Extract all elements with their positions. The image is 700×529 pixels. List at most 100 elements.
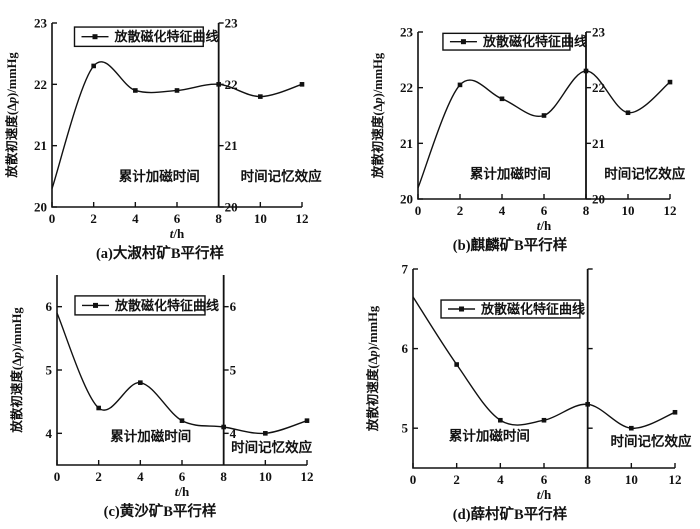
legend-marker-icon	[460, 39, 466, 45]
y-tick-label: 6	[402, 341, 409, 356]
divider-tick-label: 21	[592, 136, 605, 151]
x-tick-label: 10	[622, 203, 635, 218]
x-tick-label: 0	[410, 472, 417, 487]
data-point-marker	[625, 110, 631, 116]
annotation-left: 累计加磁时间	[449, 428, 530, 444]
legend-marker-icon	[459, 306, 465, 312]
y-tick-label: 21	[34, 138, 47, 153]
legend-label: 放散磁化特征曲线	[114, 298, 219, 313]
x-tick-label: 10	[259, 469, 272, 484]
x-tick-label: 0	[54, 469, 61, 484]
y-tick-label: 6	[46, 299, 53, 314]
x-tick-label: 4	[497, 472, 504, 487]
data-point-marker	[304, 418, 310, 423]
divider-tick-label: 5	[230, 363, 237, 378]
annotation-left: 累计加磁时间	[119, 168, 200, 184]
data-point-marker	[457, 82, 463, 88]
data-point-marker	[672, 409, 678, 415]
x-axis-label: t/h	[537, 218, 552, 233]
data-point-marker	[138, 380, 143, 385]
legend-box	[74, 295, 206, 316]
y-tick-label: 4	[46, 426, 53, 441]
data-point-marker	[216, 82, 221, 87]
x-tick-label: 2	[457, 203, 464, 218]
y-tick-label: 23	[400, 25, 414, 40]
x-tick-label: 2	[453, 472, 460, 487]
panel-caption: (c)黄沙矿B平行样	[104, 502, 217, 520]
data-point-marker	[221, 424, 226, 430]
chart-panel-a: 202122230 2 4 6 8 10 1223222120放散磁化特征曲线累计加磁时间时…	[4, 16, 322, 263]
divider-tick-label: 20	[592, 192, 605, 207]
x-tick-label: 12	[296, 211, 309, 226]
data-point-marker	[174, 88, 180, 93]
data-point-marker	[585, 402, 590, 407]
divider-tick-label: 23	[592, 25, 606, 40]
y-tick-label: 5	[46, 363, 53, 378]
y-tick-label: 23	[34, 16, 48, 31]
legend-marker-icon	[92, 34, 98, 40]
legend-box	[442, 32, 571, 51]
divider-tick-label: 4	[230, 426, 237, 441]
x-tick-label: 10	[625, 472, 638, 487]
data-point-marker	[454, 362, 459, 367]
annotation-right: 时间记忆效应	[231, 439, 312, 455]
series-curve	[56, 312, 308, 435]
x-tick-label: 2	[95, 469, 102, 484]
x-tick-label: 8	[583, 203, 590, 218]
data-point-marker	[91, 63, 96, 69]
x-tick-label: 0	[415, 203, 422, 218]
panel-caption: (b)麒麟矿B平行样	[453, 236, 568, 254]
x-tick-label: 12	[669, 472, 682, 487]
x-axis-label: t/h	[175, 484, 190, 499]
x-tick-label: 6	[541, 203, 548, 218]
x-tick-label: 2	[90, 211, 97, 226]
x-tick-label: 0	[49, 211, 56, 226]
x-tick-label: 4	[137, 469, 144, 484]
data-point-marker	[629, 425, 634, 431]
divider-tick-label: 21	[225, 138, 238, 153]
annotation-left: 累计加磁时间	[110, 428, 191, 444]
y-tick-label: 20	[400, 192, 413, 207]
x-tick-label: 6	[541, 472, 548, 487]
x-tick-label: 8	[220, 469, 227, 484]
y-tick-label: 21	[400, 136, 413, 151]
y-axis-label: 放散初速度(Δp)/mmHg	[9, 307, 24, 434]
panel-caption: (d)薛村矿B平行样	[453, 505, 568, 523]
divider-tick-label: 20	[225, 200, 238, 215]
x-axis-label: t/h	[537, 487, 552, 502]
divider-tick-label: 6	[230, 299, 237, 314]
x-tick-label: 8	[584, 472, 591, 487]
data-point-marker	[583, 68, 589, 74]
y-tick-label: 22	[400, 80, 413, 95]
y-tick-label: 5	[402, 421, 409, 436]
y-axis-label: 放散初速度(Δp)/mmHg	[365, 305, 380, 432]
data-point-marker	[133, 88, 138, 93]
legend-marker-icon	[93, 302, 98, 308]
y-tick-label: 22	[34, 77, 47, 92]
legend-box	[440, 299, 581, 319]
divider-tick-label: 23	[225, 16, 239, 31]
data-point-marker	[499, 96, 505, 102]
data-point-marker	[541, 113, 547, 118]
y-tick-label: 7	[402, 265, 409, 277]
annotation-right: 时间记忆效应	[241, 168, 322, 184]
annotation-left: 累计加磁时间	[470, 165, 551, 181]
data-point-marker	[258, 94, 263, 99]
x-tick-label: 8	[215, 211, 222, 226]
data-point-marker	[263, 431, 268, 436]
x-tick-label: 12	[664, 203, 677, 218]
y-tick-label: 20	[34, 200, 47, 215]
x-axis-label: t/h	[170, 226, 185, 241]
data-point-marker	[299, 82, 305, 87]
divider-tick-label: 22	[592, 80, 605, 95]
x-tick-label: 12	[301, 469, 314, 484]
legend-label: 放散磁化特征曲线	[482, 34, 587, 49]
data-point-marker	[179, 418, 185, 423]
data-point-marker	[541, 417, 547, 423]
legend-label: 放散磁化特征曲线	[480, 301, 585, 316]
legend-box	[73, 26, 204, 48]
data-point-marker	[498, 417, 503, 423]
